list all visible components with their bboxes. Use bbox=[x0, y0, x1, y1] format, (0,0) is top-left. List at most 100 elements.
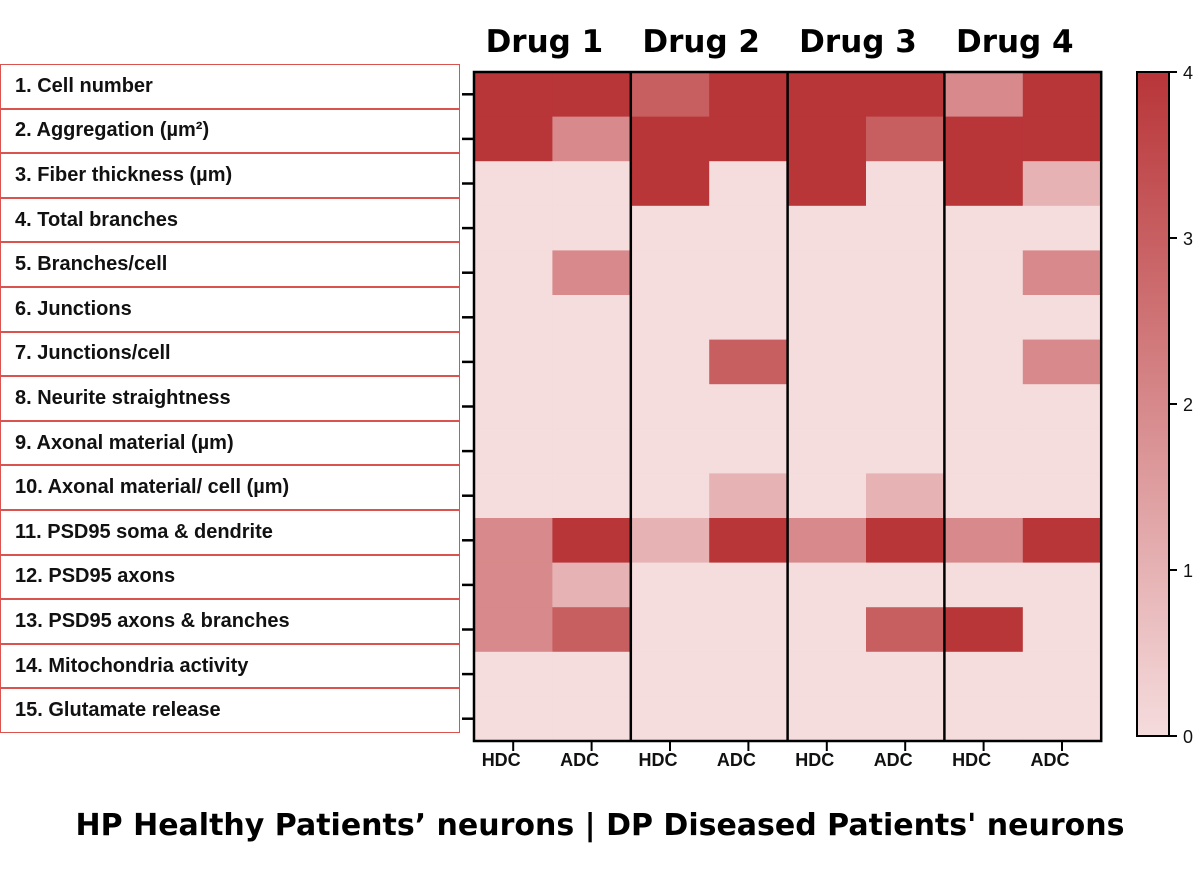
heatmap-cell bbox=[1022, 518, 1102, 564]
heatmap-cell bbox=[787, 562, 867, 608]
heatmap-cell bbox=[866, 651, 945, 697]
heatmap-cell bbox=[866, 518, 945, 564]
column-label-adc: ADC bbox=[873, 750, 913, 770]
heatmap-cell bbox=[787, 339, 867, 385]
heatmap-cell bbox=[1022, 339, 1102, 385]
heatmap-cell bbox=[630, 250, 710, 296]
heatmap-cell bbox=[474, 651, 553, 697]
heatmap-cell bbox=[474, 518, 553, 564]
colorbar-tick-label: 2 bbox=[1183, 395, 1193, 415]
colorbar-tick-label: 0 bbox=[1183, 727, 1193, 747]
row-label-6: 6. Junctions bbox=[0, 286, 460, 332]
drug-title-4: Drug 4 bbox=[955, 24, 1074, 60]
heatmap-cell bbox=[866, 428, 945, 474]
heatmap-cell bbox=[630, 295, 710, 341]
colorbar-tick-label: 1 bbox=[1183, 561, 1193, 581]
heatmap-cell bbox=[630, 518, 710, 564]
heatmap-cell bbox=[1022, 295, 1102, 341]
row-label-13: 13. PSD95 axons & branches bbox=[0, 599, 460, 644]
row-label-4: 4. Total branches bbox=[0, 197, 460, 243]
heatmap-cell bbox=[709, 607, 789, 653]
row-label-5: 5. Branches/cell bbox=[0, 242, 460, 287]
row-label-10: 10. Axonal material/ cell (µm) bbox=[0, 465, 460, 510]
row-label-14: 14. Mitochondria activity bbox=[0, 643, 460, 689]
heatmap-cell bbox=[866, 116, 945, 162]
heatmap-cell bbox=[709, 205, 789, 251]
heatmap-cell bbox=[709, 295, 789, 341]
heatmap-cell bbox=[630, 696, 710, 742]
drug-title-3: Drug 3 bbox=[799, 24, 917, 60]
heatmap-cell bbox=[1022, 562, 1102, 608]
heatmap-cell bbox=[709, 72, 789, 118]
heatmap-cell bbox=[630, 116, 710, 162]
colorbar-tick-label: 4 bbox=[1183, 63, 1193, 83]
column-label-adc: ADC bbox=[560, 750, 600, 770]
colorbar bbox=[1136, 71, 1170, 737]
heatmap-cell bbox=[944, 339, 1024, 385]
column-label-hdc: HDC bbox=[952, 750, 992, 770]
row-label-15: 15. Glutamate release bbox=[0, 688, 460, 733]
heatmap-cell bbox=[787, 607, 867, 653]
heatmap-cell bbox=[552, 339, 632, 385]
heatmap-cell bbox=[630, 607, 710, 653]
heatmap-cell bbox=[709, 384, 789, 430]
heatmap-cell bbox=[709, 696, 789, 742]
heatmap-cell bbox=[944, 72, 1024, 118]
heatmap-cell bbox=[866, 607, 945, 653]
heatmap-cell bbox=[709, 250, 789, 296]
heatmap-cell bbox=[866, 161, 945, 207]
heatmap-cell bbox=[474, 250, 553, 296]
heatmap-cell bbox=[474, 384, 553, 430]
heatmap-cell bbox=[944, 250, 1024, 296]
heatmap-cell bbox=[474, 295, 553, 341]
heatmap-cell bbox=[630, 384, 710, 430]
heatmap-cell bbox=[552, 428, 632, 474]
heatmap-cell bbox=[1022, 428, 1102, 474]
heatmap-cell bbox=[709, 116, 789, 162]
column-label-hdc: HDC bbox=[638, 750, 678, 770]
heatmap-cell bbox=[552, 205, 632, 251]
heatmap-cell bbox=[552, 651, 632, 697]
row-label-1: 1. Cell number bbox=[0, 64, 460, 109]
drug-title-1: Drug 1 bbox=[485, 24, 604, 60]
heatmap-cell bbox=[787, 116, 867, 162]
heatmap-cell bbox=[944, 518, 1024, 564]
row-label-9: 9. Axonal material (µm) bbox=[0, 420, 460, 466]
heatmap-cell bbox=[944, 562, 1024, 608]
heatmap-cell bbox=[787, 696, 867, 742]
heatmap-cell bbox=[552, 607, 632, 653]
heatmap-cell bbox=[866, 339, 945, 385]
heatmap-cell bbox=[866, 205, 945, 251]
heatmap-cell bbox=[787, 205, 867, 251]
heatmap-cell bbox=[630, 72, 710, 118]
heatmap-cell bbox=[552, 116, 632, 162]
heatmap-cell bbox=[1022, 696, 1102, 742]
heatmap-cell bbox=[552, 562, 632, 608]
heatmap-cell bbox=[787, 428, 867, 474]
heatmap-cell bbox=[787, 518, 867, 564]
row-label-8: 8. Neurite straightness bbox=[0, 376, 460, 421]
heatmap-cell bbox=[552, 473, 632, 519]
heatmap-cell bbox=[552, 72, 632, 118]
heatmap-cell bbox=[474, 696, 553, 742]
heatmap-cell bbox=[866, 562, 945, 608]
heatmap-cell bbox=[709, 473, 789, 519]
heatmap-cell bbox=[866, 384, 945, 430]
heatmap-cell bbox=[474, 562, 553, 608]
row-label-7: 7. Junctions/cell bbox=[0, 331, 460, 377]
heatmap-cell bbox=[630, 651, 710, 697]
heatmap-cell bbox=[630, 473, 710, 519]
heatmap-cell bbox=[474, 428, 553, 474]
caption: HP Healthy Patients’ neurons | DP Diseas… bbox=[75, 808, 1125, 843]
row-label-column: 1. Cell number 2. Aggregation (µm²) 3. Fib… bbox=[0, 64, 460, 733]
heatmap-cell bbox=[709, 518, 789, 564]
heatmap-cell bbox=[474, 116, 553, 162]
heatmap-cell bbox=[709, 161, 789, 207]
row-label-2: 2. Aggregation (µm²) bbox=[0, 108, 460, 154]
heatmap-cell bbox=[552, 696, 632, 742]
heatmap-cell bbox=[552, 295, 632, 341]
heatmap-cell bbox=[866, 250, 945, 296]
heatmap-cell bbox=[787, 651, 867, 697]
heatmap-cell bbox=[709, 651, 789, 697]
